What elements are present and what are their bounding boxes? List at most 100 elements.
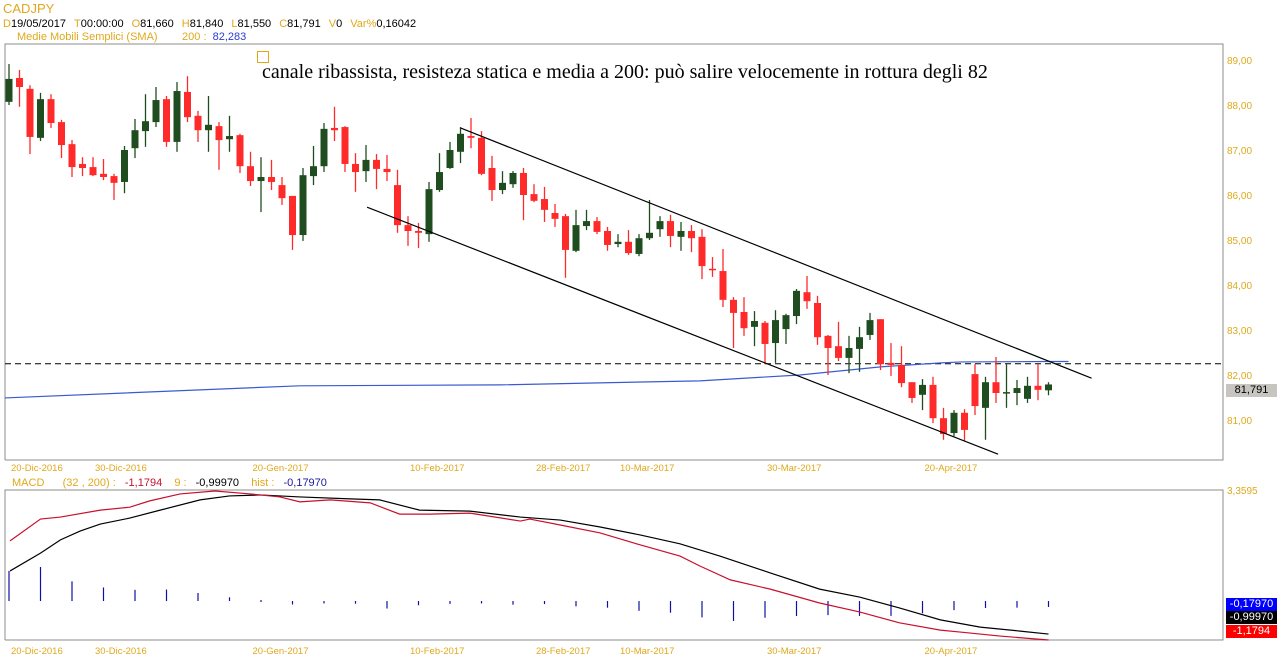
candle-body <box>289 195 296 236</box>
candle-down <box>100 159 107 181</box>
candle-body <box>152 100 160 123</box>
signal-line <box>9 494 1049 635</box>
candle-body <box>551 213 559 219</box>
candle-body <box>226 136 233 140</box>
x-tick-label: 30-Mar-2017 <box>767 463 821 474</box>
candle-down <box>730 297 737 348</box>
candle-down <box>215 122 223 170</box>
signal-tag: -0,99970 <box>1226 611 1277 624</box>
field-key: C <box>279 18 288 30</box>
macd-legend: MACD (32 , 200) : -1,1794 9 : -0,99970 h… <box>12 477 333 489</box>
macd-x-tick-label: 20-Gen-2017 <box>253 646 309 657</box>
candle-down <box>698 229 706 280</box>
candle-down <box>719 249 727 308</box>
candle-down <box>488 155 496 201</box>
lower-channel-line <box>366 206 999 455</box>
candle-body <box>950 412 958 434</box>
candle-body <box>299 175 307 236</box>
candle-body <box>572 225 580 251</box>
candle-down <box>803 276 811 309</box>
candle-body <box>110 176 118 183</box>
candle-body <box>352 163 359 173</box>
candle-down <box>530 184 538 203</box>
candle-body <box>908 382 916 398</box>
candle-down <box>236 133 244 173</box>
candle-body <box>436 172 443 191</box>
macd-y-tick-label: 3,3595 <box>1227 486 1258 497</box>
candle-body <box>383 168 391 173</box>
candle-body <box>530 194 538 201</box>
candle-body <box>373 159 380 169</box>
candle-body <box>866 320 874 335</box>
candle-body <box>5 78 13 102</box>
candle-down <box>940 407 947 440</box>
candle-body <box>278 185 286 199</box>
annotation-handle[interactable] <box>257 51 269 63</box>
macd-line <box>9 490 1049 641</box>
candle-up <box>320 123 328 173</box>
candle-body <box>425 189 433 235</box>
candle-body <box>751 321 758 327</box>
candle-down <box>520 168 527 221</box>
macd-x-tick-label: 20-Dic-2016 <box>11 646 63 657</box>
candle-body <box>320 128 328 167</box>
candle-up <box>635 234 643 257</box>
candle-body <box>37 99 44 138</box>
candle-body <box>394 185 401 226</box>
macd-tag: -1,1794 <box>1226 625 1277 638</box>
macd-x-tick-label: 10-Mar-2017 <box>620 646 674 657</box>
candle-down <box>58 119 65 159</box>
candle-up <box>793 289 800 325</box>
candle-body <box>803 292 811 302</box>
chart-annotation[interactable]: canale ribassista, resisteza statica e m… <box>262 61 988 83</box>
candle-body <box>961 412 968 430</box>
sma-legend: Medie Mobili Semplici (SMA) 200 : 82,283 <box>17 31 246 43</box>
candle-body <box>929 384 937 419</box>
candle-up <box>1013 379 1021 406</box>
candle-down <box>814 295 821 345</box>
candle-body <box>740 312 748 329</box>
candle-up <box>457 127 464 164</box>
candle-down <box>79 157 86 177</box>
candle-up <box>362 145 370 182</box>
candle-body <box>940 418 947 434</box>
candle-down <box>467 118 475 149</box>
candle-body <box>215 126 223 141</box>
candle-body <box>404 225 412 231</box>
candle-body <box>499 182 506 191</box>
candle-body <box>593 221 601 232</box>
candle-up <box>866 312 874 340</box>
symbol-title: CADJPY <box>3 1 55 16</box>
candle-up <box>446 141 454 169</box>
candle-body <box>68 144 76 168</box>
y-tick-label: 85,00 <box>1227 236 1252 247</box>
field-value: 00:00:00 <box>80 18 124 30</box>
candle-down <box>835 321 842 362</box>
field-value: 0 <box>336 18 343 30</box>
candle-down <box>551 204 559 227</box>
field-value: 81,791 <box>287 18 321 30</box>
candle-body <box>236 135 244 167</box>
candle-body <box>656 221 664 230</box>
candle-body <box>814 303 821 338</box>
candle-down <box>541 186 548 222</box>
macd-x-tick-label: 30-Mar-2017 <box>767 646 821 657</box>
candle-body <box>100 173 107 177</box>
hist-tag: -0,17970 <box>1226 598 1277 611</box>
candle-up <box>919 379 926 411</box>
candle-body <box>625 241 632 254</box>
x-tick-label: 10-Mar-2017 <box>620 463 674 474</box>
candle-up <box>646 199 653 240</box>
candle-body <box>331 127 338 131</box>
candle-down <box>887 343 895 376</box>
y-tick-label: 87,00 <box>1227 146 1252 157</box>
ohlc-readout: D19/05/2017 T00:00:00 O81,660 H81,840 L81,55… <box>3 18 424 30</box>
x-tick-label: 10-Feb-2017 <box>410 463 464 474</box>
candle-body <box>446 150 454 168</box>
candle-up <box>299 168 307 241</box>
candle-down <box>89 157 97 177</box>
candle-up <box>499 171 506 195</box>
candle-body <box>488 168 496 191</box>
candle-body <box>26 88 34 137</box>
